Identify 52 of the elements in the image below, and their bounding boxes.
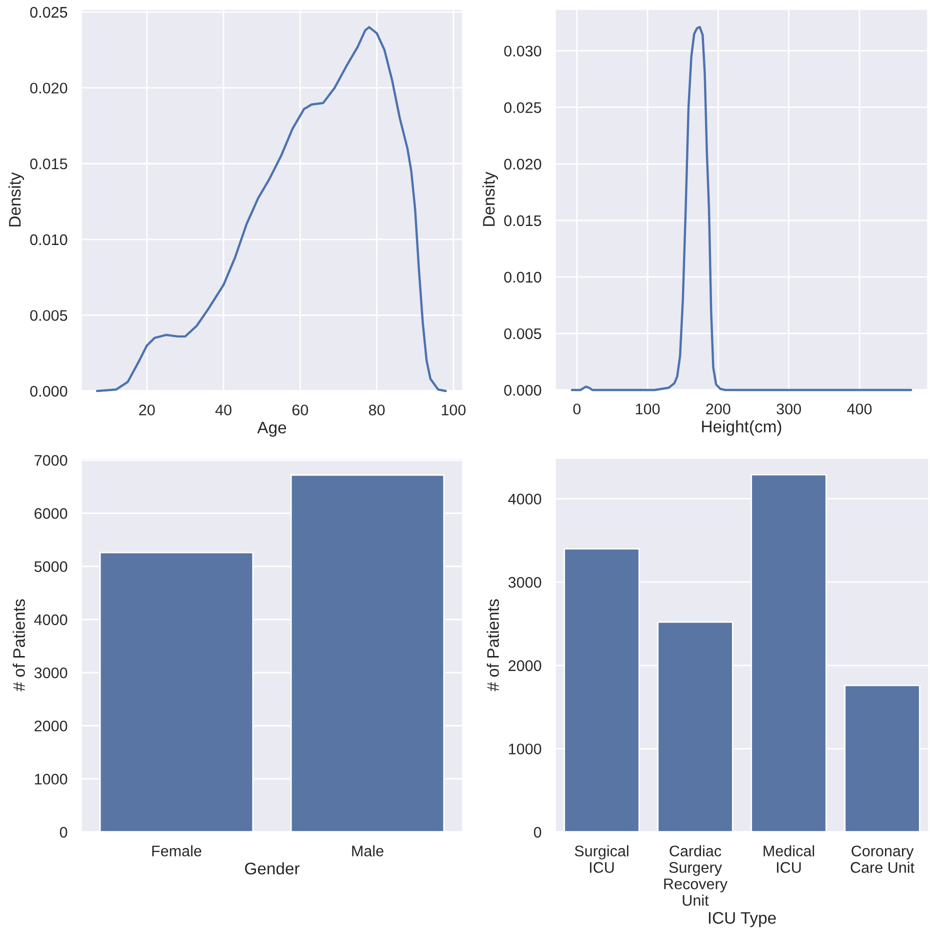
line-series	[570, 26, 912, 392]
x-axis-title: Age	[257, 422, 286, 437]
y-tick-label: 0.015	[30, 158, 68, 170]
x-tick-label: 60	[292, 404, 308, 416]
x-tick-label: 400	[847, 404, 872, 414]
x-tick-label: 80	[368, 404, 385, 416]
y-tick-label: 0.020	[504, 158, 542, 170]
x-tick-label: 0	[573, 404, 581, 414]
line-series	[96, 26, 447, 392]
y-axis-title: # of Patients	[486, 599, 499, 692]
y-tick-label: 0.030	[504, 46, 542, 57]
y-tick-label: 7000	[34, 454, 68, 466]
y-axis-title: Density	[8, 172, 24, 226]
y-tick-label: 2000	[508, 660, 542, 672]
x-tick-label: 40	[215, 404, 232, 416]
y-tick-label: 0.025	[504, 102, 542, 114]
x-axis-title: Gender	[245, 862, 300, 874]
y-tick-label: 1000	[508, 744, 542, 754]
x-tick-label: Female	[152, 845, 202, 856]
x-tick-label: Male	[352, 845, 384, 856]
y-tick-label: 0.000	[504, 384, 542, 396]
x-tick-label: Surgical ICU	[574, 845, 628, 873]
y-tick-label: 3000	[508, 576, 542, 588]
x-tick-label: Cardiac Surgery Recovery Unit	[664, 845, 728, 906]
y-tick-label: 5000	[34, 561, 68, 572]
y-tick-label: 4000	[508, 494, 542, 504]
y-tick-label: 2000	[34, 720, 68, 732]
x-tick-label: 20	[139, 404, 155, 416]
x-tick-label: Medical ICU	[764, 845, 814, 873]
x-tick-label: 300	[776, 404, 801, 414]
y-tick-label: 0.020	[30, 82, 68, 94]
y-tick-label: 3000	[34, 667, 68, 678]
x-tick-label: 200	[706, 404, 730, 414]
y-axis-title: # of Patients	[12, 599, 25, 692]
y-tick-label: 0.025	[30, 6, 68, 18]
y-tick-label: 0.005	[30, 310, 68, 321]
y-tick-label: 0.015	[504, 215, 542, 226]
y-tick-label: 0	[60, 826, 68, 838]
y-tick-label: 0	[534, 826, 542, 838]
x-axis-title: Height(cm)	[702, 420, 782, 436]
x-tick-label: 100	[636, 404, 660, 414]
y-tick-label: 6000	[34, 508, 68, 519]
x-tick-label: Coronary Care Unit	[850, 846, 914, 873]
y-tick-label: 4000	[34, 614, 68, 626]
y-tick-label: 0.010	[504, 272, 542, 283]
y-tick-label: 0.005	[504, 328, 542, 340]
x-axis-title: ICU Type	[708, 912, 776, 928]
y-axis-title: Density	[482, 172, 498, 226]
y-tick-label: 0.000	[30, 386, 68, 397]
x-tick-label: 100	[442, 404, 466, 416]
y-tick-label: 0.010	[30, 234, 68, 246]
y-tick-label: 1000	[34, 774, 68, 785]
